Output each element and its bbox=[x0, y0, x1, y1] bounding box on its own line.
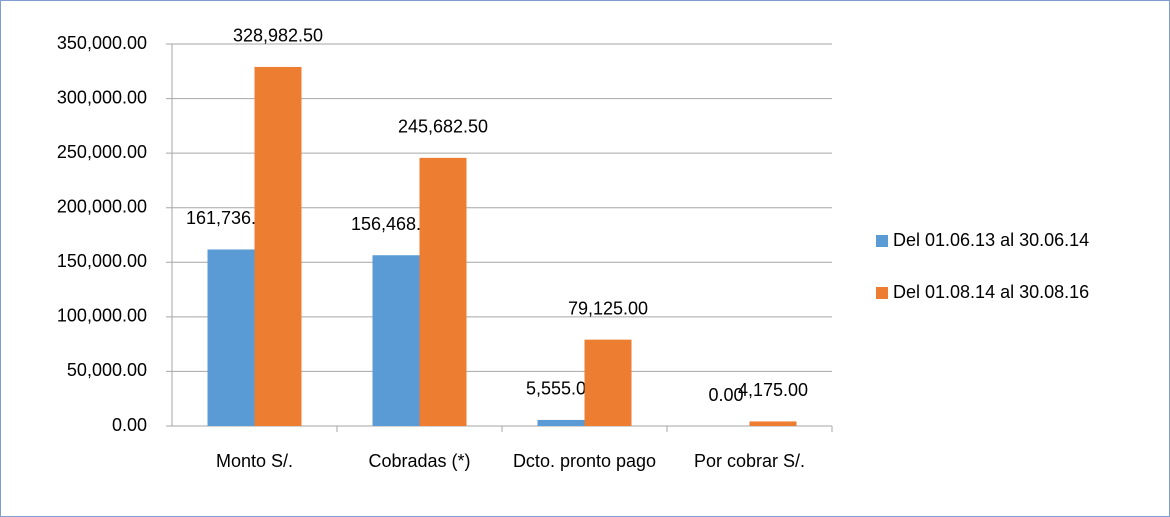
x-tick-label: Dcto. pronto pago bbox=[512, 451, 657, 471]
x-tick-label: Por cobrar S/. bbox=[693, 451, 806, 471]
data-label: 5,555.00 bbox=[526, 379, 596, 399]
bar bbox=[584, 339, 632, 426]
legend-swatch bbox=[876, 235, 888, 247]
y-tick-label: 50,000.00 bbox=[67, 360, 147, 380]
legend-swatch bbox=[876, 287, 888, 299]
legend-label: Del 01.06.13 al 30.06.14 bbox=[893, 230, 1089, 250]
y-tick-label: 300,000.00 bbox=[57, 87, 147, 107]
data-label: 4,175.00 bbox=[738, 380, 808, 400]
bar bbox=[207, 249, 255, 426]
data-label: 328,982.50 bbox=[233, 26, 323, 46]
bar bbox=[254, 66, 302, 427]
y-tick-label: 0.00 bbox=[112, 415, 147, 435]
data-label: 79,125.00 bbox=[568, 298, 648, 318]
y-tick-label: 150,000.00 bbox=[57, 251, 147, 271]
data-label: 245,682.50 bbox=[398, 117, 488, 137]
y-tick-label: 100,000.00 bbox=[57, 306, 147, 326]
data-label: 0.00 bbox=[708, 385, 743, 405]
y-tick-label: 200,000.00 bbox=[57, 196, 147, 216]
y-tick-label: 350,000.00 bbox=[57, 33, 147, 53]
bar bbox=[749, 421, 797, 426]
x-tick-label: Cobradas (*) bbox=[368, 451, 471, 471]
legend-label: Del 01.08.14 al 30.08.16 bbox=[893, 282, 1089, 302]
data-label: 161,736.00 bbox=[186, 208, 276, 228]
y-tick-label: 250,000.00 bbox=[57, 142, 147, 162]
bar bbox=[419, 157, 467, 426]
bar bbox=[537, 419, 585, 426]
x-tick-label: Monto S/. bbox=[215, 451, 294, 471]
data-label: 156,468.31 bbox=[351, 214, 441, 234]
bar bbox=[372, 255, 420, 426]
